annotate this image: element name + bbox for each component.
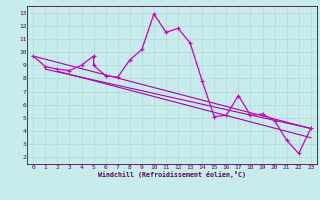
X-axis label: Windchill (Refroidissement éolien,°C): Windchill (Refroidissement éolien,°C) (98, 171, 246, 178)
